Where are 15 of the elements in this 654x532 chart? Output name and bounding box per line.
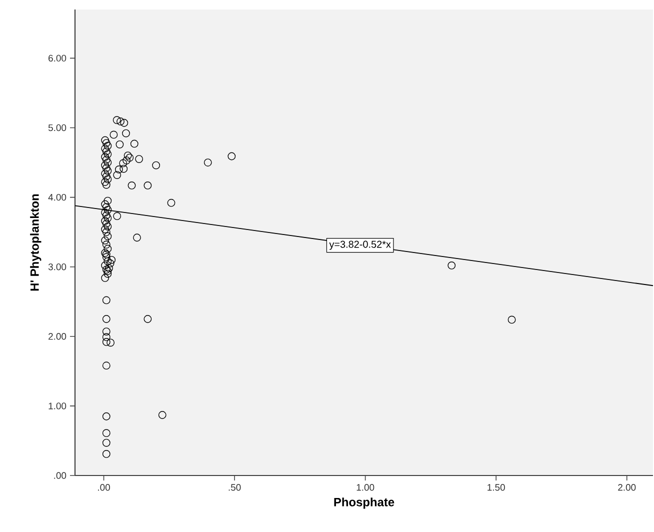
x-tick-label: 1.50 <box>488 484 505 491</box>
y-axis-title: H' Phytoplankton <box>30 194 42 291</box>
y-tick-label: 3.00 <box>48 263 66 270</box>
annotation: y=3.82-0.52*x <box>329 240 391 250</box>
y-tick-label: 1.00 <box>48 402 66 410</box>
x-tick-label: 1.00 <box>356 484 374 491</box>
y-tick-label: 6.00 <box>48 54 66 62</box>
x-tick-label: .50 <box>228 484 241 491</box>
y-tick-label: .00 <box>54 472 66 479</box>
y-tick-label: 2.00 <box>48 333 66 340</box>
x-tick-label: .00 <box>98 484 110 491</box>
x-tick-label: 2.00 <box>618 484 636 491</box>
x-axis-title: Phosphate <box>334 498 394 509</box>
y-tick-label: 5.00 <box>48 124 66 132</box>
y-tick-label: 4.00 <box>48 194 66 201</box>
